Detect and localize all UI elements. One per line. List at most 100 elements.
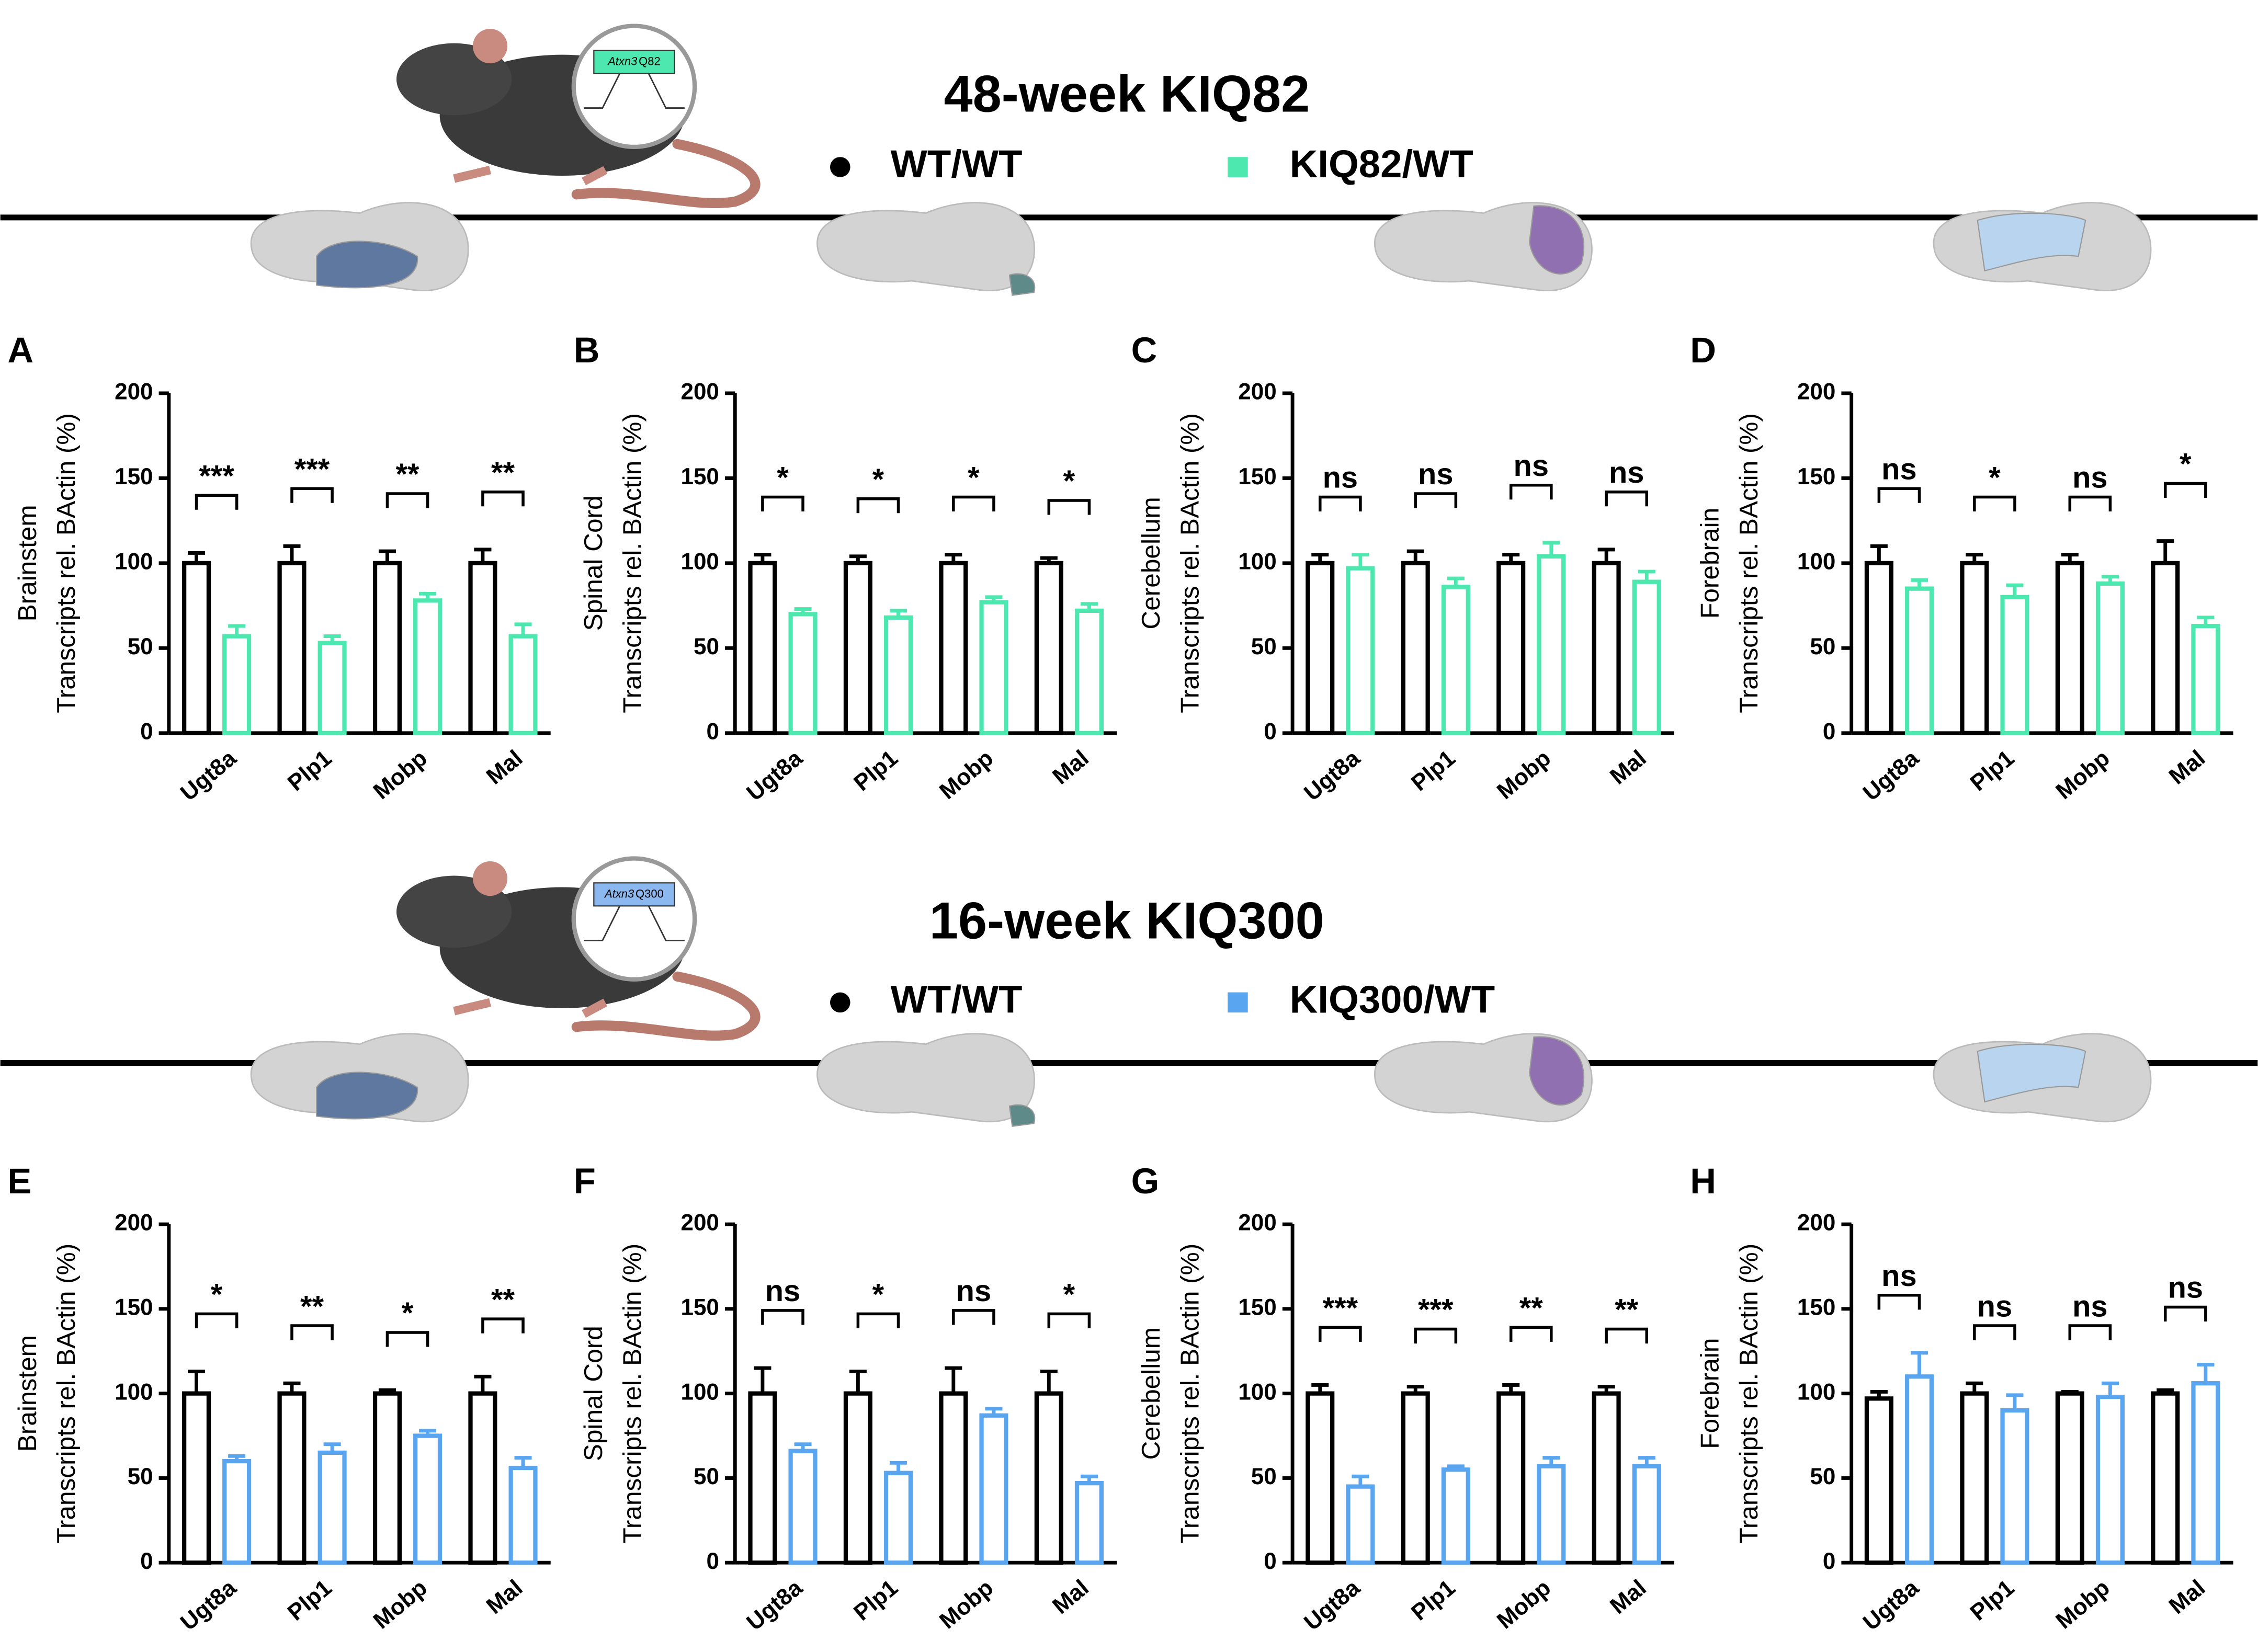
error-bar <box>1966 553 1983 563</box>
error-bar <box>2101 1381 2119 1397</box>
significance-bracket <box>1509 1326 1553 1342</box>
significance-label: ns <box>1609 456 1644 489</box>
significance-bracket <box>1319 495 1362 511</box>
significance-label: * <box>872 1278 884 1312</box>
bar <box>222 634 252 735</box>
x-tick-label: Mal <box>2164 745 2210 790</box>
x-tick-label: Plp1 <box>849 1575 903 1625</box>
error-bar <box>754 553 771 563</box>
bar <box>1401 561 1430 735</box>
error-bar <box>1040 1370 1058 1394</box>
significance-bracket <box>2068 1324 2112 1340</box>
y-tick-label: 50 <box>128 1464 153 1489</box>
error-bar <box>1311 553 1329 563</box>
error-bar <box>2157 1388 2174 1394</box>
x-tick-label: Mal <box>1048 1575 1094 1619</box>
bar <box>277 1391 307 1565</box>
y-tick-label: 0 <box>1264 1548 1277 1574</box>
x-tick-label: Plp1 <box>283 745 337 796</box>
significance-bracket <box>2068 495 2112 511</box>
bar <box>1904 586 1934 735</box>
y-tick-label: 50 <box>1251 634 1277 659</box>
significance-bracket <box>195 494 239 510</box>
y-axis-region: Forebrain <box>1695 508 1724 619</box>
significance-bracket <box>481 490 525 507</box>
significance-label: ns <box>1323 461 1358 495</box>
panel-letter: H <box>1690 1161 1716 1201</box>
error-bar <box>419 591 437 601</box>
bar <box>413 598 442 735</box>
panel-letter: F <box>574 1161 596 1201</box>
error-bar <box>1870 1389 1888 1399</box>
error-bar <box>1311 1383 1329 1394</box>
error-bar <box>889 1461 907 1473</box>
bar <box>1864 1396 1893 1565</box>
y-tick-label: 200 <box>115 379 153 405</box>
significance-label: * <box>1063 1278 1075 1312</box>
y-tick-label: 50 <box>694 1464 719 1489</box>
y-tick-label: 50 <box>1810 634 1835 659</box>
x-tick-label: Mobp <box>369 745 432 804</box>
brain-region <box>316 1072 418 1120</box>
bar <box>413 1433 442 1565</box>
brain-icon <box>1933 202 2152 292</box>
error-bar <box>1910 578 1928 589</box>
x-tick-label: Ugt8a <box>742 1575 808 1636</box>
y-axis-label: Transcripts rel. BActin (%) <box>1175 413 1204 713</box>
error-bar <box>1870 544 1888 563</box>
significance-bracket <box>761 1309 804 1325</box>
brain-icon <box>250 202 469 292</box>
error-bar <box>2101 575 2119 584</box>
error-bar <box>2006 583 2024 597</box>
significance-label: ns <box>1881 1259 1917 1293</box>
error-bar <box>985 595 1003 602</box>
error-bar <box>985 1407 1003 1416</box>
error-bar <box>754 1366 771 1394</box>
bar <box>1306 1391 1335 1565</box>
bar <box>939 1391 968 1565</box>
x-tick-label: Ugt8a <box>1299 745 1365 806</box>
significance-bracket <box>385 492 429 508</box>
error-bar <box>1966 1381 1983 1394</box>
bar <box>508 634 538 735</box>
y-axis-label: Transcripts rel. BActin (%) <box>51 1244 81 1544</box>
error-bar <box>2061 553 2079 563</box>
error-bar <box>283 544 301 563</box>
bar <box>1496 1391 1526 1565</box>
error-bar <box>1910 1351 1928 1377</box>
error-bar <box>188 551 206 563</box>
construct-label: Atxn3 Q82 <box>607 54 661 67</box>
y-tick-label: 200 <box>115 1210 153 1236</box>
section-title: 48-week KIQ82 <box>944 65 1310 123</box>
bar <box>372 1391 402 1565</box>
error-bar <box>1406 549 1424 563</box>
significance-label: * <box>872 463 884 496</box>
significance-bracket <box>1605 1327 1649 1344</box>
error-bar <box>945 553 962 563</box>
mouse-feet <box>453 165 608 186</box>
y-tick-label: 100 <box>1238 549 1277 575</box>
legend-label: WT/WT <box>891 978 1023 1021</box>
y-tick-label: 50 <box>694 634 719 659</box>
y-axis-label: Transcripts rel. BActin (%) <box>618 1244 647 1544</box>
bar <box>843 1391 872 1565</box>
significance-label: *** <box>1323 1292 1358 1325</box>
y-tick-label: 200 <box>1238 379 1277 405</box>
brain-outline <box>816 1033 1035 1123</box>
y-axis-label: Transcripts rel. BActin (%) <box>618 413 647 713</box>
significance-label: ns <box>1881 452 1917 486</box>
significance-bracket <box>952 1309 995 1325</box>
error-bar <box>1502 1383 1520 1394</box>
bar <box>748 1391 777 1565</box>
error-bar <box>419 1429 437 1436</box>
error-bar <box>2006 1393 2024 1410</box>
x-tick-label: Plp1 <box>849 745 903 796</box>
significance-bracket <box>1973 1324 2016 1340</box>
y-tick-label: 150 <box>1797 464 1836 489</box>
legend-marker <box>1228 157 1248 177</box>
bar <box>1441 585 1470 735</box>
error-bar <box>514 622 532 636</box>
significance-label: ** <box>300 1290 324 1323</box>
significance-bracket <box>1509 483 1553 500</box>
